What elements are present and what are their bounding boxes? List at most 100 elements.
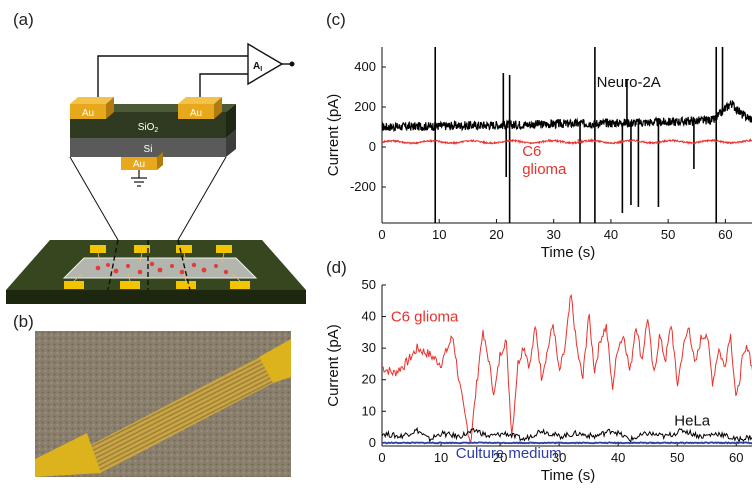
pad	[120, 281, 140, 289]
si-side	[226, 130, 236, 157]
sio2-side	[226, 104, 236, 138]
pad	[216, 245, 232, 253]
au-bottom-label: Au	[133, 159, 145, 170]
chart-c-x-tick-label: 40	[604, 227, 618, 242]
chart-d-lines	[382, 293, 752, 445]
series-c6-line	[382, 138, 752, 146]
panel-label-a: (a)	[13, 10, 34, 29]
device-schematic: AI Au Au Au SiO2 Si	[6, 42, 306, 304]
cells	[95, 261, 229, 275]
chart-d-x-tick-label: 30	[552, 450, 566, 465]
series-label-c6-line: glioma	[522, 161, 567, 178]
divider-lines	[107, 239, 191, 291]
series-culture-medium-line	[382, 441, 752, 445]
cell	[170, 264, 174, 268]
cell	[157, 267, 163, 273]
chart-d-plot: 0 10 20 30 40 50 60 0 10 20 30 40 50 Time (s) Current …	[325, 278, 752, 484]
chart-d-x-axis-label: Time (s)	[541, 467, 595, 484]
chart-d-x-tick-label: 0	[378, 450, 385, 465]
chart-d-y-tick-label: 40	[362, 309, 376, 324]
cell	[149, 261, 155, 267]
si-label: Si	[144, 144, 153, 155]
series-hela-line	[382, 426, 752, 444]
chart-c-x-tick-label: 0	[378, 227, 385, 242]
chart-c: 0 10 20 30 40 50 60 -200 0 200 400 Time (s) Current …	[325, 47, 752, 261]
cell	[137, 269, 143, 275]
chart-c-x-tick-label: 10	[432, 227, 446, 242]
au-right-top	[178, 97, 222, 104]
cell	[126, 264, 130, 268]
cell	[201, 267, 207, 273]
cell	[106, 263, 110, 267]
chart-d-y-axis-label: Current (pA)	[325, 324, 342, 407]
chart-c-y-axis-label: Current (pA)	[325, 94, 342, 177]
chart-c-plot: 0 10 20 30 40 50 60 -200 0 200 400 Time (s) Current …	[325, 47, 752, 261]
series-label-hela: HeLa	[674, 412, 711, 429]
chart-c-y-tick-label: 400	[354, 59, 376, 74]
chart-c-x-tick-label: 50	[661, 227, 675, 242]
si-front	[70, 138, 226, 157]
panel-label-d: (d)	[326, 258, 347, 277]
chart-c-x-tick-label: 60	[718, 227, 732, 242]
series-label-c6: C6 glioma	[522, 143, 567, 178]
chart-d-y-tick-label: 30	[362, 340, 376, 355]
pad	[176, 281, 196, 289]
chart-d-y-tick-label: 0	[369, 435, 376, 450]
au-right-side	[214, 97, 222, 119]
pad	[176, 245, 192, 253]
series-label-culture-medium: Culture medium	[456, 445, 562, 462]
amplifier-label-sub: I	[260, 66, 262, 73]
chart-d: 0 10 20 30 40 50 60 0 10 20 30 40 50 Time (s) Current …	[325, 278, 752, 484]
cell	[223, 269, 229, 275]
au-right-front	[178, 104, 214, 119]
amplifier-label: AI	[253, 61, 262, 73]
chart-d-y-tick-label: 10	[362, 403, 376, 418]
gold-pad-right	[259, 339, 291, 383]
cell	[179, 269, 185, 275]
au-bottom-side	[157, 152, 163, 170]
series-neuro2a-line	[382, 100, 752, 133]
gold-pad-left	[35, 433, 101, 477]
cell	[214, 264, 218, 268]
zoom-lines	[69, 156, 227, 241]
chart-d-x-tick-label: 20	[493, 450, 507, 465]
au-left-front	[70, 104, 106, 119]
amplifier-label-main: A	[253, 61, 260, 72]
sio2-label-sub: 2	[154, 127, 158, 134]
pads	[64, 245, 250, 289]
amplifier-icon	[247, 42, 284, 86]
chip-board	[6, 239, 306, 304]
chart-c-x-axis-label: Time (s)	[541, 244, 595, 261]
pad	[90, 245, 106, 253]
panel-label-b: (b)	[13, 312, 34, 331]
series-c6-glioma-line	[382, 293, 752, 443]
ground-icon	[131, 170, 147, 187]
series-label-c6-line: C6	[522, 143, 541, 160]
cell	[95, 265, 101, 271]
sio2-label-main: SiO	[138, 122, 155, 133]
au-left-side	[106, 97, 114, 119]
chart-c-y-tick-label: -200	[350, 179, 376, 194]
board-front	[6, 290, 306, 304]
au-left-label: Au	[82, 108, 94, 119]
chart-d-x-tick-label: 40	[611, 450, 625, 465]
amplifier-output-dot	[289, 61, 295, 67]
traces	[73, 252, 241, 282]
chart-d-x-tick-label: 10	[434, 450, 448, 465]
series-label-c6-glioma: C6 glioma	[391, 308, 459, 325]
pad	[134, 245, 150, 253]
pad	[230, 281, 250, 289]
cell	[191, 262, 197, 268]
chart-c-x-tick-label: 20	[489, 227, 503, 242]
au-left-top	[70, 97, 114, 104]
nanowire-array	[87, 357, 273, 473]
panel-label-c: (c)	[326, 10, 346, 29]
au-right-label: Au	[190, 108, 202, 119]
chart-c-lines	[382, 47, 752, 223]
chart-d-x-tick-label: 50	[670, 450, 684, 465]
device-micrograph	[35, 331, 291, 477]
series-label-neuro2a: Neuro-2A	[597, 74, 661, 91]
chart-d-x-tick-label: 60	[729, 450, 743, 465]
au-bottom-front	[121, 157, 157, 170]
cell	[113, 268, 119, 274]
